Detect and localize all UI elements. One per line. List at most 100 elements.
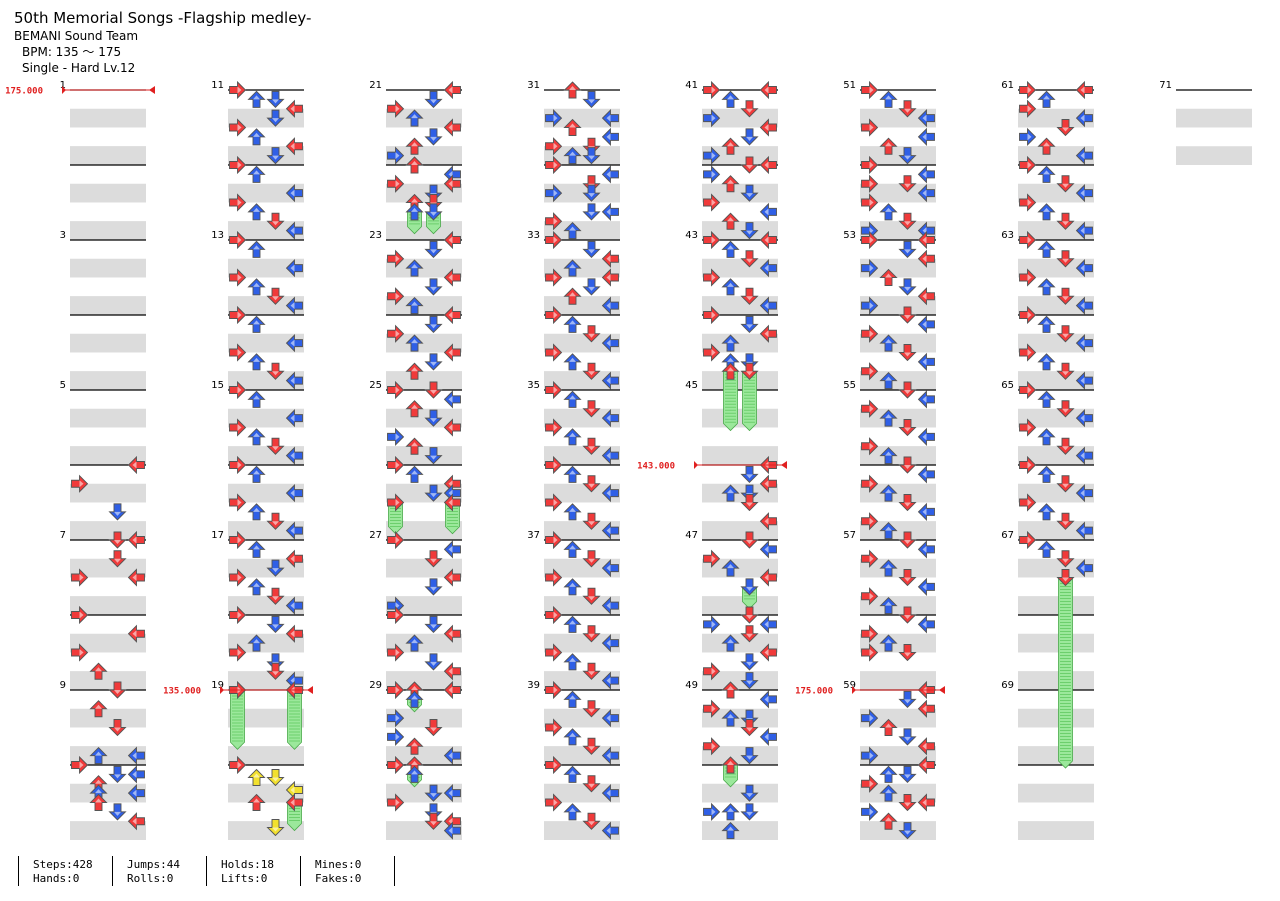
up-arrow-note — [108, 503, 127, 521]
left-arrow-note — [861, 230, 879, 250]
beat-stripe — [702, 596, 778, 615]
down-arrow-note — [247, 203, 266, 221]
left-arrow-note — [861, 643, 879, 662]
left-arrow-note — [387, 174, 405, 193]
up-arrow-note — [582, 90, 601, 109]
beat-stripe — [228, 146, 304, 165]
measure-15 — [228, 389, 304, 465]
beat-stripe — [228, 183, 304, 203]
down-arrow-note — [89, 746, 108, 765]
right-arrow-note — [601, 596, 619, 615]
left-arrow-note — [387, 755, 405, 775]
measure-22 — [386, 164, 462, 240]
beat-stripe — [1176, 146, 1252, 165]
up-arrow-note — [424, 409, 443, 427]
measure-53 — [860, 239, 936, 315]
beat-stripe — [228, 821, 304, 840]
up-arrow-note — [740, 100, 759, 118]
beat-stripe — [1018, 371, 1094, 390]
up-arrow-note — [424, 578, 443, 596]
up-arrow-note — [898, 240, 917, 259]
down-arrow-note — [721, 559, 740, 577]
down-arrow-note — [247, 315, 266, 333]
left-arrow-note — [387, 455, 405, 475]
right-arrow-note — [1075, 221, 1093, 240]
measure-number: 57 — [843, 530, 856, 541]
down-arrow-note — [405, 259, 424, 277]
measure-number: 27 — [369, 530, 382, 541]
measure-16 — [228, 464, 304, 540]
up-arrow-note — [424, 719, 443, 737]
measure-number: 67 — [1001, 530, 1014, 541]
down-arrow-note — [563, 728, 582, 746]
right-arrow-note — [127, 765, 145, 784]
beat-stripe — [228, 558, 304, 578]
chart-difficulty: Single - Hard Lv.12 — [22, 61, 136, 75]
beat-stripe — [1018, 708, 1094, 728]
right-arrow-note — [285, 793, 303, 812]
beat-stripe — [1018, 258, 1094, 278]
right-arrow-note — [1075, 296, 1093, 315]
up-arrow-note — [898, 147, 917, 165]
left-arrow-note — [1019, 155, 1037, 175]
left-arrow-note — [387, 643, 405, 662]
beat-stripe — [860, 333, 936, 353]
left-arrow-note — [703, 615, 721, 634]
up-arrow-note — [740, 362, 759, 380]
beat-stripe — [70, 558, 146, 578]
beat-stripe — [860, 408, 936, 428]
left-arrow-note — [229, 80, 247, 100]
right-arrow-note — [917, 615, 935, 634]
left-arrow-note — [545, 137, 563, 156]
right-arrow-note — [127, 568, 145, 587]
measure-23 — [386, 239, 462, 315]
right-arrow-note — [917, 502, 935, 521]
right-arrow-note — [443, 80, 461, 100]
down-arrow-note — [879, 409, 898, 427]
left-arrow-note — [861, 399, 879, 418]
beat-stripe — [544, 821, 620, 840]
beat-stripe — [1018, 783, 1094, 803]
left-arrow-note — [545, 155, 563, 175]
right-arrow-note — [1075, 184, 1093, 203]
down-arrow-note — [879, 718, 898, 736]
measure-27 — [386, 539, 462, 615]
left-arrow-note — [545, 643, 563, 662]
up-arrow-note — [1056, 362, 1075, 380]
left-arrow-note — [861, 587, 879, 606]
beat-stripe — [386, 146, 462, 165]
measure-number: 45 — [685, 380, 698, 391]
measure-number: 55 — [843, 380, 856, 391]
measure-number: 49 — [685, 680, 698, 691]
hold-body — [1058, 577, 1073, 769]
up-arrow-note — [582, 203, 601, 221]
measure-70 — [1018, 764, 1094, 840]
up-arrow-note — [898, 531, 917, 549]
left-arrow-note — [545, 380, 563, 400]
beat-stripe — [702, 183, 778, 203]
down-arrow-note — [879, 371, 898, 390]
up-arrow-note — [424, 812, 443, 830]
beat-stripe — [860, 183, 936, 203]
beat-stripe — [386, 746, 462, 765]
right-arrow-note — [1075, 371, 1093, 390]
right-arrow-note — [759, 512, 777, 531]
down-arrow-note — [879, 784, 898, 802]
left-arrow-note — [861, 193, 879, 212]
beat-stripe — [70, 821, 146, 840]
up-arrow-note — [740, 465, 759, 484]
left-arrow-note — [387, 727, 405, 746]
down-arrow-note — [563, 315, 582, 333]
beat-stripe — [702, 708, 778, 728]
down-arrow-note — [247, 768, 266, 786]
down-arrow-note — [721, 634, 740, 652]
beat-stripe — [544, 183, 620, 203]
up-arrow-note — [740, 803, 759, 821]
measure-number: 43 — [685, 230, 698, 241]
up-arrow-note — [582, 812, 601, 830]
left-arrow-note — [387, 530, 405, 550]
left-arrow-note — [861, 324, 879, 343]
beat-stripe — [702, 446, 778, 465]
beat-stripe — [228, 521, 304, 540]
down-arrow-note — [721, 90, 740, 108]
